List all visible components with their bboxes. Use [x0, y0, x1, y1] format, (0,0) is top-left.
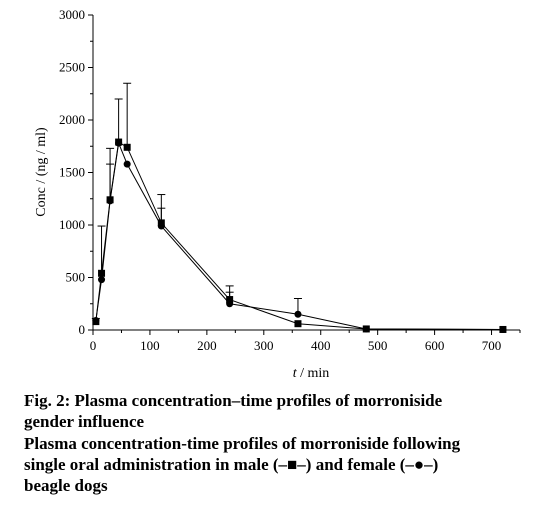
data-point-circle	[499, 325, 507, 333]
x-tick-label: 200	[197, 338, 217, 353]
x-tick-label: 600	[425, 338, 445, 353]
y-tick-label: 0	[79, 322, 86, 337]
caption-desc-line-1: Plasma concentration-time profiles of mo…	[24, 434, 461, 453]
chart-marks	[91, 82, 507, 333]
series-line-circle	[95, 141, 503, 330]
data-point-circle	[92, 317, 100, 325]
series-circle	[92, 139, 507, 333]
data-point-square	[98, 269, 106, 277]
x-axis-unit: / min	[297, 366, 330, 381]
figure-caption-description: Plasma concentration-time profiles of mo…	[24, 433, 528, 496]
caption-title-line-2: gender influence	[24, 412, 145, 431]
series-square	[91, 82, 507, 333]
x-axis-title: t / min	[293, 366, 330, 381]
y-tick-label: 2000	[59, 112, 85, 127]
series-line-square	[95, 141, 503, 330]
data-point-circle	[362, 325, 370, 333]
x-tick-label: 400	[311, 338, 331, 353]
y-tick-label: 500	[66, 270, 86, 285]
data-point-circle	[106, 197, 114, 205]
x-tick-label: 0	[90, 338, 97, 353]
data-point-square	[123, 143, 131, 151]
data-point-circle	[157, 222, 165, 230]
x-tick-label: 300	[254, 338, 274, 353]
x-tick-label: 700	[482, 338, 502, 353]
x-tick-label: 100	[140, 338, 160, 353]
chart-axes: 0 100 200 300 400 500 600 700 0 500 1000 1500 2000 25…	[59, 7, 521, 353]
y-tick-label: 1000	[59, 217, 85, 232]
y-tick-label: 2500	[59, 60, 85, 75]
data-point-circle	[294, 310, 302, 318]
data-point-circle	[123, 160, 131, 168]
x-axis-variable: t	[293, 366, 298, 381]
data-point-circle	[115, 139, 123, 147]
y-tick-label: 3000	[59, 7, 85, 22]
data-point-square	[294, 320, 302, 328]
figure-caption-title: Fig. 2: Plasma concentration–time profil…	[24, 390, 528, 432]
y-tick-label: 1500	[59, 165, 85, 180]
caption-title-line-1: Fig. 2: Plasma concentration–time profil…	[24, 391, 443, 410]
data-point-circle	[98, 276, 106, 284]
caption-desc-line-2: single oral administration in male (–■–)…	[24, 455, 439, 474]
data-point-circle	[226, 300, 234, 308]
y-axis-title: Conc / (ng / ml)	[34, 127, 49, 217]
x-tick-label: 500	[368, 338, 388, 353]
concentration-time-chart: 0 100 200 300 400 500 600 700 0 500 1000 1500 2000 25…	[34, 7, 521, 381]
caption-desc-line-3: beagle dogs	[24, 476, 108, 495]
